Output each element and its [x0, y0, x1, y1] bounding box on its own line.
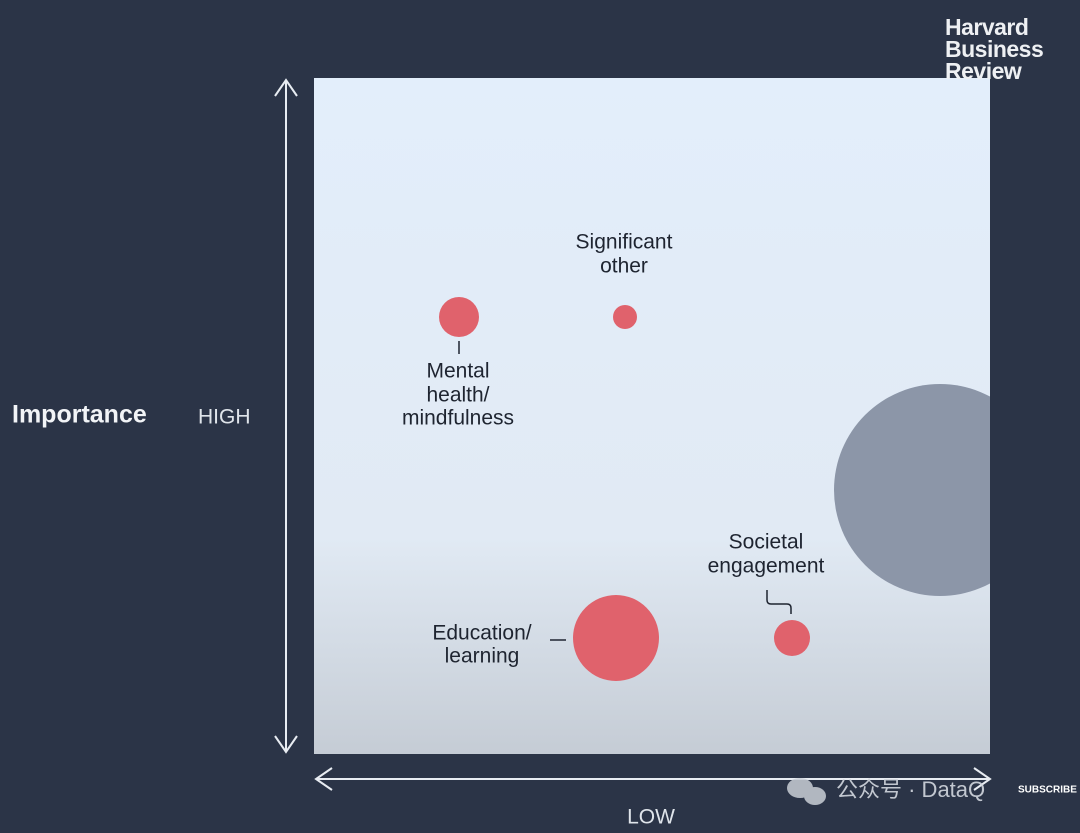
bubble-label: Education/ [432, 622, 531, 645]
bubble-label: Significant [576, 231, 673, 254]
subscribe-button[interactable]: SUBSCRIBE [1018, 785, 1077, 796]
y-axis-title: Importance [12, 401, 147, 429]
bubble-label: other [600, 255, 648, 278]
watermark: 公众号 · DataQ [836, 777, 985, 802]
x-arrow [314, 767, 992, 791]
bubble-label: learning [445, 645, 520, 668]
bubble-label: engagement [708, 555, 825, 578]
y-axis-label: HIGH [198, 406, 251, 429]
bubble [439, 297, 479, 337]
bubble-label: Societal [729, 531, 804, 554]
bubble [613, 305, 637, 329]
gray-bubble [834, 384, 990, 596]
logo-line: Review [945, 58, 1022, 84]
logo-line: Business [945, 36, 1043, 62]
bubble-label: Mental [426, 360, 489, 383]
bubble-label: mindfulness [402, 407, 514, 430]
x-axis-label: LOW [627, 806, 675, 829]
bubble-label: health/ [426, 384, 489, 407]
wechat-icon [787, 778, 826, 805]
leader-line [766, 590, 792, 614]
y-arrow [274, 78, 298, 754]
logo-line: Harvard [945, 14, 1028, 40]
bubble [573, 595, 659, 681]
bubble [774, 620, 810, 656]
